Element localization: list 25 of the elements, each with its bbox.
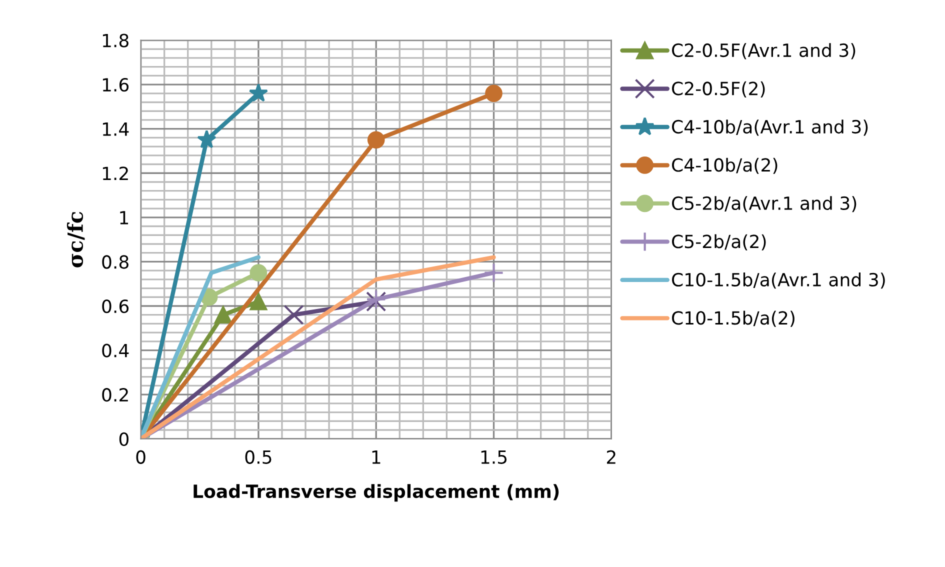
x-tick-label: 0.5 bbox=[245, 450, 272, 464]
x-tick-label: 1 bbox=[372, 450, 380, 464]
legend-label: C2-0.5F(Avr.1 and 3) bbox=[672, 43, 856, 60]
x-tick-label: 1.5 bbox=[481, 450, 507, 464]
y-tick-label: 0.4 bbox=[102, 344, 129, 358]
y-axis-title: σc/fc bbox=[66, 212, 85, 268]
y-tick-label: 0 bbox=[119, 432, 128, 446]
y-tick-label: 1.2 bbox=[102, 166, 128, 180]
y-tick-label: 0.6 bbox=[102, 299, 129, 314]
legend-label: C10-1.5b/a(Avr.1 and 3) bbox=[672, 272, 885, 289]
x-axis-title: Load-Transverse displacement (mm) bbox=[194, 484, 559, 502]
legend-label: C2-0.5F(2) bbox=[672, 81, 765, 98]
y-tick-label: 0.8 bbox=[102, 255, 128, 269]
x-tick-label: 2 bbox=[606, 450, 616, 464]
y-tick-label: 1.8 bbox=[102, 34, 128, 48]
y-tick-label: 0.2 bbox=[102, 388, 128, 402]
y-tick-label: 1.6 bbox=[102, 78, 129, 92]
legend-label: C10-1.5b/a(2) bbox=[672, 310, 794, 327]
legend-label: C5-2b/a(Avr.1 and 3) bbox=[672, 196, 856, 212]
y-tick-label: 1.4 bbox=[102, 122, 129, 136]
legend-label: C4-10b/a(Avr.1 and 3) bbox=[672, 120, 868, 136]
x-tick-label: 0 bbox=[136, 450, 146, 464]
legend-label: C5-2b/a(2) bbox=[672, 234, 766, 250]
y-tick-label: 1 bbox=[120, 211, 128, 224]
legend-label: C4-10b/a(2) bbox=[672, 158, 778, 174]
